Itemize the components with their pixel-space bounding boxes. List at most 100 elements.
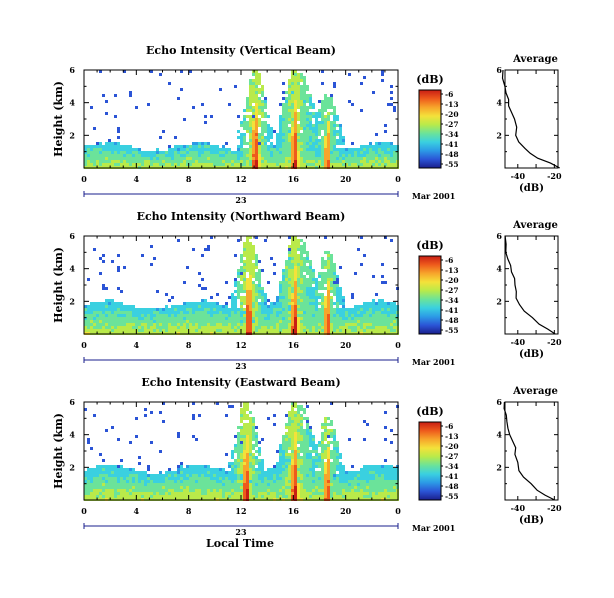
colorbar-label: (dB) — [416, 73, 443, 86]
date-day-label: 23 — [235, 361, 247, 371]
average-ticks — [505, 235, 558, 335]
average-x-tick-label: -20 — [547, 171, 562, 181]
tick-marks — [83, 69, 399, 169]
colorbar-tick-label: -20 — [445, 276, 459, 285]
date-day-label: 23 — [235, 195, 247, 205]
colorbar-tick-label: -27 — [445, 286, 459, 295]
average-profile-line — [501, 69, 560, 169]
average-y-tick-label: 2 — [496, 130, 502, 140]
average-title: Average — [512, 220, 558, 231]
y-tick-label: 6 — [69, 65, 75, 75]
colorbar-tick-label: -55 — [445, 326, 459, 335]
x-tick-label: 0 — [395, 506, 401, 516]
x-tick-label: 8 — [186, 174, 192, 184]
colorbar — [418, 421, 442, 501]
x-tick-label: 0 — [81, 506, 87, 516]
x-tick-label: 20 — [340, 506, 352, 516]
x-tick-label: 16 — [288, 340, 300, 350]
date-range-line — [83, 191, 399, 197]
average-profile-line — [503, 401, 555, 501]
panel-2: Echo Intensity (Eastward Beam) Height (km… — [52, 376, 562, 550]
x-tick-label: 20 — [340, 340, 352, 350]
average-x-label: (dB) — [519, 349, 544, 360]
x-tick-label: 16 — [288, 174, 300, 184]
x-tick-label: 0 — [81, 174, 87, 184]
colorbar-tick-label: -6 — [445, 90, 453, 99]
date-range-line — [83, 523, 399, 529]
y-tick-label: 4 — [69, 264, 75, 274]
average-y-tick-label: 2 — [496, 296, 502, 306]
x-tick-label: 12 — [235, 340, 246, 350]
date-day-label: 23 — [235, 527, 247, 537]
colorbar-tick-label: -6 — [445, 422, 453, 431]
colorbar — [418, 89, 442, 169]
y-axis-label: Height (km) — [52, 81, 65, 157]
tick-marks — [83, 401, 399, 501]
average-y-tick-label: 4 — [496, 264, 502, 274]
average-title: Average — [512, 386, 558, 397]
heatmap-cells — [84, 70, 399, 169]
average-x-label: (dB) — [519, 515, 544, 526]
x-tick-label: 12 — [235, 174, 246, 184]
colorbar-tick-label: -41 — [445, 306, 459, 315]
tick-marks — [83, 235, 399, 335]
colorbar-tick-label: -13 — [445, 100, 459, 109]
average-frame — [504, 235, 559, 335]
average-title: Average — [512, 54, 558, 65]
x-tick-label: 20 — [340, 174, 352, 184]
heatmap-cells — [84, 402, 399, 501]
average-ticks — [505, 69, 558, 169]
x-tick-label: 0 — [395, 174, 401, 184]
average-y-tick-label: 6 — [496, 231, 502, 241]
chart-title: Echo Intensity (Northward Beam) — [137, 210, 346, 223]
average-x-tick-label: -40 — [511, 503, 526, 513]
x-tick-label: 4 — [134, 506, 140, 516]
y-tick-label: 4 — [69, 430, 75, 440]
date-month-label: Mar 2001 — [412, 357, 455, 367]
colorbar-tick-label: -27 — [445, 120, 459, 129]
date-month-label: Mar 2001 — [412, 191, 455, 201]
colorbar-tick-label: -48 — [445, 150, 459, 159]
colorbar-tick-label: -55 — [445, 492, 459, 501]
average-x-label: (dB) — [519, 183, 544, 194]
colorbar-tick-label: -41 — [445, 472, 459, 481]
colorbar-tick-label: -48 — [445, 482, 459, 491]
average-x-tick-label: -20 — [547, 337, 562, 347]
y-tick-label: 6 — [69, 397, 75, 407]
chart-title: Echo Intensity (Eastward Beam) — [141, 376, 340, 389]
average-ticks — [505, 401, 558, 501]
colorbar-tick-label: -13 — [445, 432, 459, 441]
y-tick-label: 6 — [69, 231, 75, 241]
heatmap-cells — [84, 236, 399, 335]
x-tick-label: 8 — [186, 506, 192, 516]
average-y-tick-label: 6 — [496, 397, 502, 407]
colorbar-tick-label: -34 — [445, 296, 459, 305]
x-tick-label: 0 — [81, 340, 87, 350]
colorbar-label: (dB) — [416, 405, 443, 418]
x-tick-label: 8 — [186, 340, 192, 350]
average-x-tick-label: -40 — [511, 337, 526, 347]
colorbar-tick-label: -48 — [445, 316, 459, 325]
x-tick-label: 0 — [395, 340, 401, 350]
average-profile-line — [504, 235, 556, 335]
colorbar-tick-label: -55 — [445, 160, 459, 169]
y-axis-label: Height (km) — [52, 247, 65, 323]
colorbar-tick-label: -34 — [445, 462, 459, 471]
average-x-tick-label: -20 — [547, 503, 562, 513]
y-tick-label: 2 — [69, 296, 75, 306]
x-axis-label: Local Time — [206, 537, 274, 550]
panel-0: Echo Intensity (Vertical Beam) Height (km… — [52, 44, 562, 205]
y-tick-label: 2 — [69, 462, 75, 472]
colorbar-tick-label: -6 — [445, 256, 453, 265]
colorbar-tick-label: -27 — [445, 452, 459, 461]
colorbar-tick-label: -20 — [445, 442, 459, 451]
average-y-tick-label: 6 — [496, 65, 502, 75]
date-month-label: Mar 2001 — [412, 523, 455, 533]
y-tick-label: 4 — [69, 98, 75, 108]
average-y-tick-label: 4 — [496, 98, 502, 108]
colorbar-tick-label: -41 — [445, 140, 459, 149]
colorbar — [418, 255, 442, 335]
average-frame — [504, 401, 559, 501]
x-tick-label: 12 — [235, 506, 246, 516]
